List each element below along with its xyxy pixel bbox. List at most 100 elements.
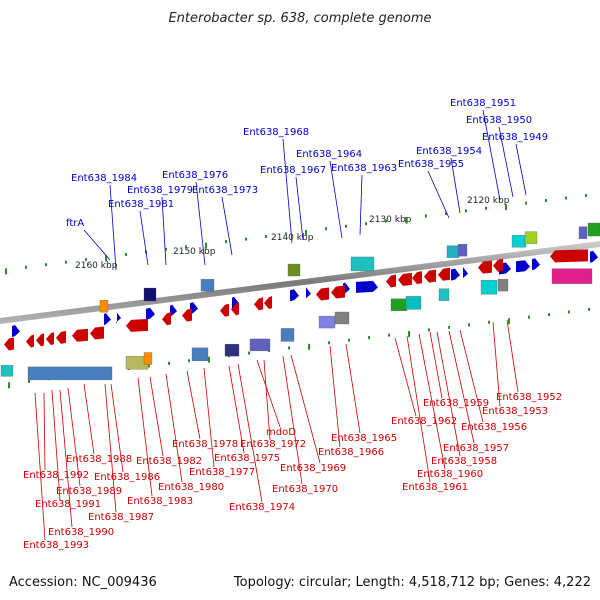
forward-gene-arrow xyxy=(232,296,239,309)
tick-mark xyxy=(408,331,410,338)
gene-label[interactable]: Ent638_1969 xyxy=(280,463,346,474)
accession-text: Accession: NC_009436 xyxy=(9,575,157,590)
leader-line xyxy=(104,383,117,513)
tick-mark xyxy=(285,232,287,236)
tick-mark xyxy=(508,318,510,325)
gene-label[interactable]: Ent638_1955 xyxy=(398,159,464,170)
gene-label[interactable]: Ent638_1953 xyxy=(482,406,548,417)
gene-label[interactable]: Ent638_1988 xyxy=(66,454,132,465)
gene-label[interactable]: Ent638_1968 xyxy=(243,127,309,138)
gene-label[interactable]: Ent638_1970 xyxy=(272,484,338,495)
gene-label[interactable]: mdoD xyxy=(266,427,296,438)
tick-mark xyxy=(545,199,547,203)
forward-gene-arrow xyxy=(532,258,540,271)
tick-mark xyxy=(45,263,47,267)
feature-block xyxy=(511,235,527,248)
gene-label[interactable]: Ent638_1973 xyxy=(192,185,258,196)
gene-label[interactable]: Ent638_1990 xyxy=(48,527,114,538)
gene-label[interactable]: Ent638_1972 xyxy=(240,439,306,450)
gene-label[interactable]: Ent638_1981 xyxy=(108,199,174,210)
tick-mark xyxy=(448,325,450,329)
feature-block xyxy=(480,280,498,295)
forward-gene-arrow xyxy=(104,313,111,326)
gene-label[interactable]: Ent638_1963 xyxy=(331,163,397,174)
gene-label[interactable]: ftrA xyxy=(66,218,84,229)
gene-label[interactable]: Ent638_1979 xyxy=(127,185,193,196)
gene-label[interactable]: Ent638_1982 xyxy=(136,456,202,467)
gene-label[interactable]: Ent638_1980 xyxy=(158,482,224,493)
feature-block xyxy=(438,288,450,301)
feature-block xyxy=(551,268,593,284)
forward-gene-arrow xyxy=(356,280,378,293)
label-leaders xyxy=(34,109,527,541)
gene-label[interactable]: Ent638_1978 xyxy=(172,439,238,450)
gene-label[interactable]: Ent638_1954 xyxy=(416,146,482,157)
leader-line xyxy=(359,174,363,236)
tick-mark xyxy=(185,245,187,249)
sequence-backbone xyxy=(0,241,600,324)
leader-line xyxy=(427,170,450,219)
gene-label[interactable]: Ent638_1976 xyxy=(162,170,228,181)
gene-label[interactable]: Ent638_1986 xyxy=(94,472,160,483)
ruler-label: 2120 kbp xyxy=(467,196,510,206)
leader-line xyxy=(282,355,303,485)
tick-mark xyxy=(225,240,227,244)
gene-label[interactable]: Ent638_1957 xyxy=(443,443,509,454)
tick-mark xyxy=(565,196,567,200)
gene-label[interactable]: Ent638_1956 xyxy=(461,422,527,433)
leader-line xyxy=(329,345,341,448)
gene-label[interactable]: Ent638_1958 xyxy=(431,456,497,467)
forward-gene-labels: Ent638_1984 ftrA Ent638_1981 Ent638_1979… xyxy=(66,98,548,229)
reverse-gene-arrow xyxy=(46,332,54,346)
reverse-gene-arrow xyxy=(331,285,345,299)
tick-mark xyxy=(468,323,470,327)
leader-line xyxy=(429,331,443,399)
gene-label[interactable]: Ent638_1974 xyxy=(229,502,295,513)
gene-label[interactable]: Ent638_1966 xyxy=(318,447,384,458)
feature-block xyxy=(0,365,14,377)
gene-label[interactable]: Ent638_1950 xyxy=(466,115,532,126)
feature-block xyxy=(143,287,157,302)
tick-mark xyxy=(488,320,490,324)
gene-label[interactable]: Ent638_1964 xyxy=(296,149,362,160)
gene-label[interactable]: Ent638_1991 xyxy=(35,499,101,510)
leader-line xyxy=(482,109,501,201)
gene-label[interactable]: Ent638_1984 xyxy=(71,173,137,184)
tick-mark xyxy=(568,310,570,314)
forward-gene-arrow xyxy=(590,250,598,263)
feature-block xyxy=(280,328,295,342)
leader-line xyxy=(237,363,263,503)
gene-label[interactable]: Ent638_1959 xyxy=(423,398,489,409)
tick-mark xyxy=(65,260,67,264)
gene-label[interactable]: Ent638_1993 xyxy=(23,540,89,551)
gene-label[interactable]: Ent638_1992 xyxy=(23,470,89,481)
tick-mark xyxy=(105,255,107,262)
leader-line xyxy=(394,337,417,417)
gene-label[interactable]: Ent638_1983 xyxy=(127,496,193,507)
tick-mark xyxy=(148,364,150,368)
gene-label[interactable]: Ent638_1989 xyxy=(56,486,122,497)
feature-block xyxy=(390,298,408,311)
leader-line xyxy=(203,367,215,468)
tick-mark xyxy=(168,361,170,365)
forward-gene-arrow xyxy=(306,287,311,300)
gene-label[interactable]: Ent638_1967 xyxy=(260,165,326,176)
gene-label[interactable]: Ent638_1962 xyxy=(391,416,457,427)
gene-label[interactable]: Ent638_1987 xyxy=(88,512,154,523)
gene-label[interactable]: Ent638_1961 xyxy=(402,482,468,493)
gene-label[interactable]: Ent638_1975 xyxy=(214,453,280,464)
gene-label[interactable]: Ent638_1977 xyxy=(189,467,255,478)
leader-line xyxy=(67,387,81,487)
gene-label[interactable]: Ent638_1949 xyxy=(482,132,548,143)
gene-label[interactable]: Ent638_1965 xyxy=(331,433,397,444)
tick-mark xyxy=(348,338,350,342)
tick-mark xyxy=(165,247,167,251)
leader-line xyxy=(228,365,245,454)
gene-label[interactable]: Ent638_1960 xyxy=(417,469,483,480)
gene-label[interactable]: Ent638_1952 xyxy=(496,392,562,403)
gene-label[interactable]: Ent638_1951 xyxy=(450,98,516,109)
leader-line xyxy=(329,160,343,239)
leader-line xyxy=(34,392,46,541)
feature-block xyxy=(287,263,301,277)
